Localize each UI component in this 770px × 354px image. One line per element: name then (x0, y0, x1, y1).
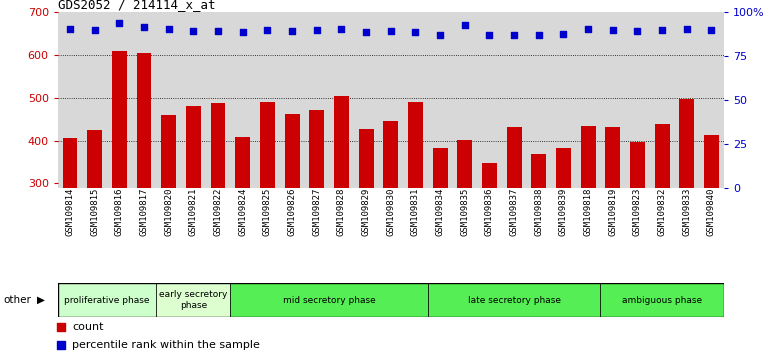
Bar (605, 127, 620, 312)
Text: GSM109821: GSM109821 (189, 188, 198, 236)
Point (484, 32, 496, 38)
Point (384, 28, 397, 34)
Point (212, 28, 224, 34)
Text: GSM109823: GSM109823 (633, 188, 642, 236)
Bar (556, 148, 571, 312)
Text: GSM109832: GSM109832 (658, 188, 667, 236)
Bar (211, 103, 226, 312)
Bar (236, 137, 250, 312)
Text: proliferative phase: proliferative phase (65, 296, 150, 304)
Bar (62, 138, 78, 312)
Text: GSM109819: GSM109819 (608, 188, 618, 236)
Text: GSM109833: GSM109833 (682, 188, 691, 236)
Text: GSM109837: GSM109837 (510, 188, 519, 236)
Point (459, 22, 471, 28)
Point (261, 28, 273, 33)
Point (557, 32, 570, 37)
Point (631, 28, 644, 34)
Bar (58, 283, 156, 317)
Bar (112, 51, 127, 312)
Point (582, 27, 594, 32)
Point (607, 28, 619, 33)
Text: GSM109831: GSM109831 (411, 188, 420, 236)
Point (162, 27, 175, 32)
Point (64, 27, 76, 32)
Bar (186, 105, 201, 312)
Bar (531, 154, 546, 312)
Point (681, 27, 693, 32)
Text: GSM109839: GSM109839 (559, 188, 568, 236)
Text: late secretory phase: late secretory phase (467, 296, 561, 304)
Bar (428, 283, 601, 317)
Point (434, 32, 447, 38)
Bar (654, 124, 670, 312)
Bar (457, 140, 472, 312)
Text: GSM109826: GSM109826 (288, 188, 296, 236)
Text: GSM109822: GSM109822 (213, 188, 223, 236)
Text: count: count (72, 322, 104, 332)
Text: GSM109828: GSM109828 (337, 188, 346, 236)
Point (89, 28, 101, 33)
Text: GSM109834: GSM109834 (436, 188, 444, 236)
Point (656, 27, 668, 33)
Bar (630, 142, 644, 312)
Text: percentile rank within the sample: percentile rank within the sample (72, 340, 260, 350)
Point (533, 32, 545, 38)
Bar (137, 53, 152, 312)
Bar (679, 99, 695, 312)
Point (705, 27, 718, 33)
Bar (507, 126, 521, 312)
Bar (408, 102, 423, 312)
Point (138, 24, 150, 30)
Point (335, 27, 347, 32)
Text: GSM109830: GSM109830 (387, 188, 395, 236)
Point (236, 29, 249, 34)
Text: GSM109816: GSM109816 (115, 188, 124, 236)
Text: GSM109836: GSM109836 (485, 188, 494, 236)
Text: GSM109814: GSM109814 (65, 188, 75, 236)
Bar (87, 130, 102, 312)
Text: GSM109829: GSM109829 (362, 188, 370, 236)
Text: GSM109815: GSM109815 (90, 188, 99, 236)
Bar (359, 129, 373, 312)
Bar (383, 120, 398, 312)
Text: GSM109827: GSM109827 (313, 188, 321, 236)
Bar (581, 126, 595, 312)
Point (310, 28, 323, 33)
Bar (482, 163, 497, 312)
Bar (260, 102, 275, 312)
Text: GSM109818: GSM109818 (584, 188, 593, 236)
Text: GSM109824: GSM109824 (238, 188, 247, 236)
Text: ▶: ▶ (37, 295, 45, 305)
Bar (285, 114, 300, 312)
Point (415, 253, 427, 259)
Bar (433, 148, 447, 312)
Text: GSM109840: GSM109840 (707, 188, 716, 236)
Point (415, 92, 427, 98)
Point (508, 32, 521, 38)
Text: mid secretory phase: mid secretory phase (283, 296, 376, 304)
Point (187, 28, 199, 34)
Text: GSM109817: GSM109817 (139, 188, 149, 236)
Bar (230, 283, 428, 317)
Text: GSM109825: GSM109825 (263, 188, 272, 236)
Text: GDS2052 / 214114_x_at: GDS2052 / 214114_x_at (58, 0, 216, 11)
Bar (704, 135, 719, 312)
Text: GSM109820: GSM109820 (164, 188, 173, 236)
Text: other: other (4, 295, 32, 305)
Point (360, 29, 372, 34)
Point (286, 28, 298, 34)
Text: ambiguous phase: ambiguous phase (622, 296, 702, 304)
Bar (334, 96, 349, 312)
Text: GSM109835: GSM109835 (460, 188, 469, 236)
Bar (310, 110, 324, 312)
Bar (162, 115, 176, 312)
Text: early secretory
phase: early secretory phase (159, 290, 228, 310)
Point (410, 29, 422, 34)
Bar (156, 283, 230, 317)
Text: GSM109838: GSM109838 (534, 188, 544, 236)
Bar (601, 283, 724, 317)
Point (113, 20, 126, 26)
